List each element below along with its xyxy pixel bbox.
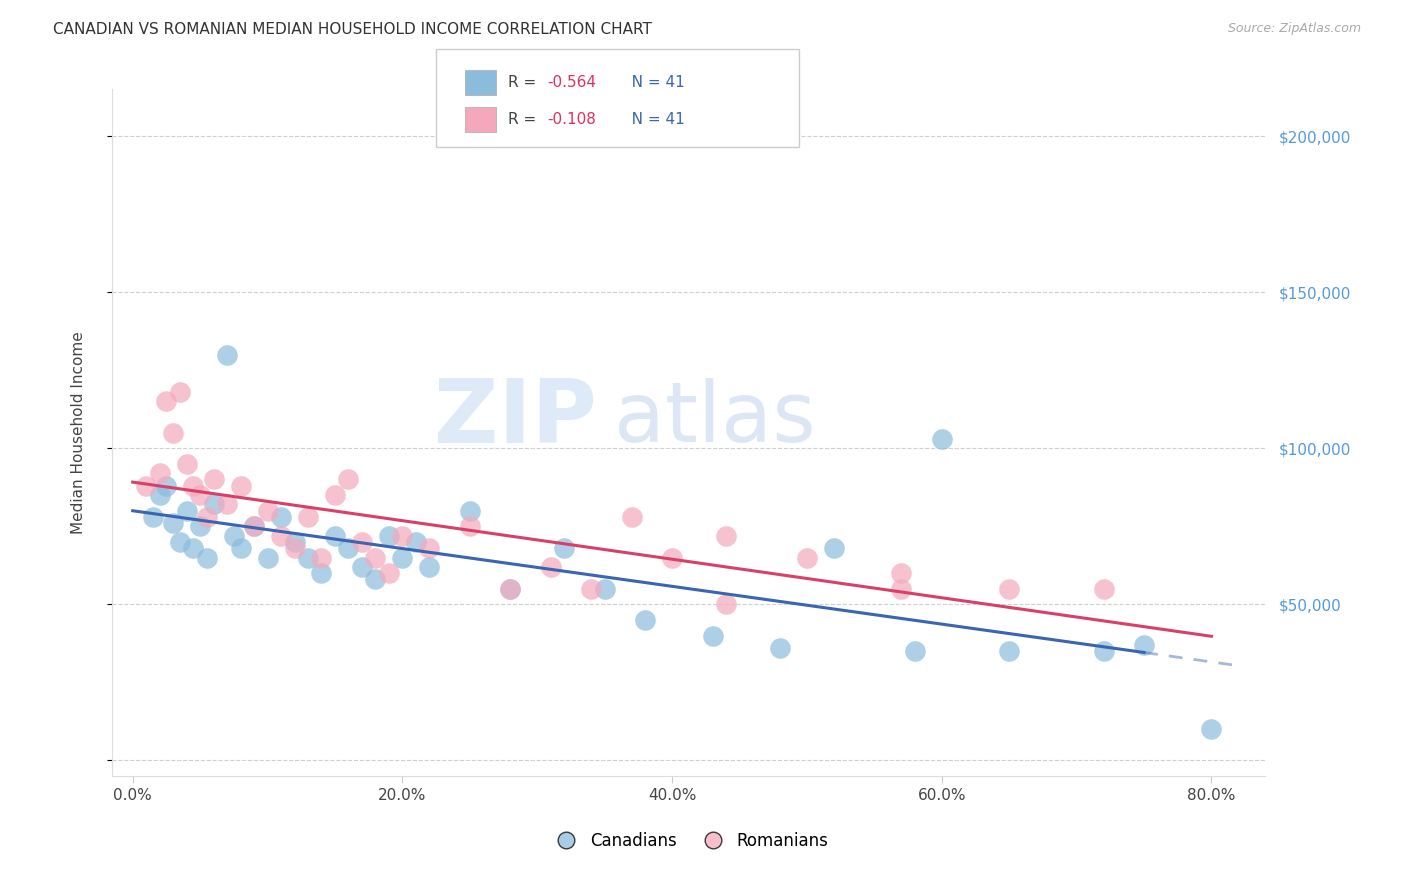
Point <box>931 432 953 446</box>
Point <box>364 550 387 565</box>
Point <box>661 550 683 565</box>
Point <box>217 347 239 362</box>
Point <box>620 510 643 524</box>
Text: ZIP: ZIP <box>434 376 596 462</box>
Point <box>311 566 333 580</box>
Point <box>553 541 575 555</box>
Point <box>1201 723 1223 737</box>
Point <box>579 582 602 596</box>
Point <box>162 425 184 440</box>
Text: CANADIAN VS ROMANIAN MEDIAN HOUSEHOLD INCOME CORRELATION CHART: CANADIAN VS ROMANIAN MEDIAN HOUSEHOLD IN… <box>53 22 652 37</box>
Point <box>378 528 401 542</box>
Point <box>217 497 239 511</box>
Point <box>222 528 245 542</box>
Point <box>155 478 177 492</box>
Point <box>188 488 211 502</box>
Point <box>769 640 792 655</box>
Text: N = 41: N = 41 <box>617 112 685 127</box>
Point <box>243 519 266 533</box>
Point <box>195 550 218 565</box>
Point <box>323 488 346 502</box>
Point <box>702 628 724 642</box>
Point <box>1133 638 1156 652</box>
Point <box>149 488 172 502</box>
Point <box>714 528 737 542</box>
Point <box>229 541 252 555</box>
Point <box>256 550 278 565</box>
Point <box>904 644 927 658</box>
Point <box>1092 582 1115 596</box>
Text: atlas: atlas <box>614 378 815 459</box>
Point <box>364 573 387 587</box>
Point <box>714 598 737 612</box>
Text: Source: ZipAtlas.com: Source: ZipAtlas.com <box>1227 22 1361 36</box>
Point <box>391 528 413 542</box>
Point <box>202 472 225 486</box>
Point <box>350 560 373 574</box>
Point <box>256 503 278 517</box>
Point <box>162 516 184 530</box>
Point <box>195 510 218 524</box>
Point <box>323 528 346 542</box>
Point <box>270 510 292 524</box>
Point <box>149 466 172 480</box>
Point <box>270 528 292 542</box>
Point <box>229 478 252 492</box>
Point <box>593 582 616 596</box>
Point <box>418 541 440 555</box>
Point <box>135 478 157 492</box>
Point <box>283 534 305 549</box>
Point <box>350 534 373 549</box>
Point <box>297 550 319 565</box>
Point <box>823 541 845 555</box>
Point <box>183 478 205 492</box>
Point <box>297 510 319 524</box>
Point <box>418 560 440 574</box>
Text: R =: R = <box>508 112 541 127</box>
Point <box>337 472 360 486</box>
Point <box>499 582 522 596</box>
Text: R =: R = <box>508 75 541 89</box>
Point <box>283 541 305 555</box>
Point <box>458 503 481 517</box>
Point <box>183 541 205 555</box>
Point <box>540 560 562 574</box>
Point <box>458 519 481 533</box>
Point <box>499 582 522 596</box>
Point <box>634 613 657 627</box>
Point <box>337 541 360 555</box>
Point <box>176 457 198 471</box>
Point <box>890 582 912 596</box>
Point <box>378 566 401 580</box>
Point <box>142 510 165 524</box>
Point <box>796 550 818 565</box>
Point <box>202 497 225 511</box>
Point <box>155 394 177 409</box>
Point <box>1092 644 1115 658</box>
Point <box>311 550 333 565</box>
Text: -0.564: -0.564 <box>547 75 596 89</box>
Point <box>188 519 211 533</box>
Point <box>405 534 427 549</box>
Point <box>243 519 266 533</box>
Point <box>391 550 413 565</box>
Text: N = 41: N = 41 <box>617 75 685 89</box>
Point <box>169 534 191 549</box>
Text: -0.108: -0.108 <box>547 112 596 127</box>
Point <box>998 582 1021 596</box>
Point <box>176 503 198 517</box>
Legend: Canadians, Romanians: Canadians, Romanians <box>543 826 835 857</box>
Point <box>890 566 912 580</box>
Point <box>169 385 191 400</box>
Y-axis label: Median Household Income: Median Household Income <box>72 331 86 534</box>
Point <box>998 644 1021 658</box>
